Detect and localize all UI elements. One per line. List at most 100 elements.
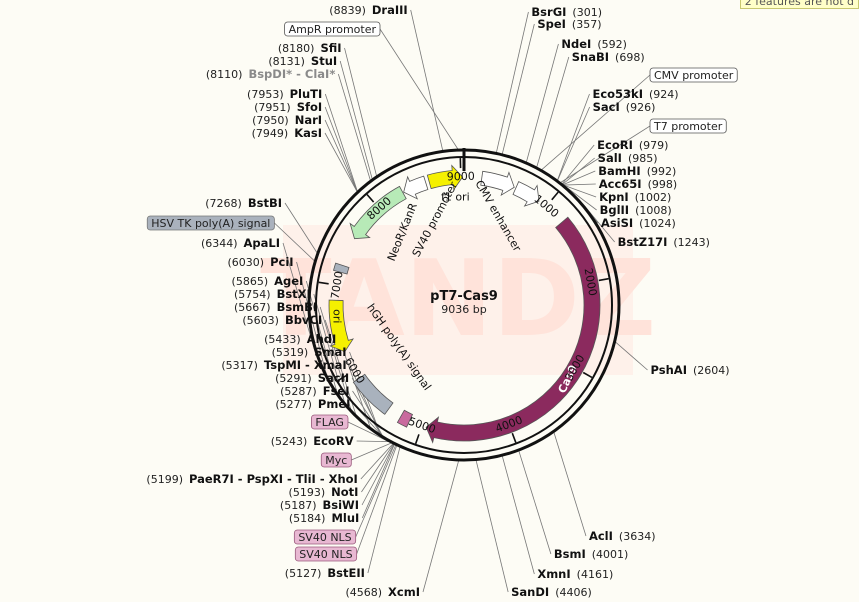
site-name[interactable]: PluTI bbox=[290, 87, 323, 101]
feature-callout-hsv-tk-poly-a-signal[interactable]: HSV TK poly(A) signal bbox=[146, 215, 275, 231]
site-name[interactable]: PshAI bbox=[651, 363, 687, 377]
site-name[interactable]: BspDI* - ClaI* bbox=[248, 67, 335, 81]
site-bsiwi[interactable]: BsiWI (5187) bbox=[280, 498, 359, 512]
site-name[interactable]: AhdI bbox=[307, 332, 337, 346]
site-name[interactable]: BamHI bbox=[598, 164, 640, 178]
feature-cas9[interactable] bbox=[425, 216, 601, 444]
site-pluti[interactable]: PluTI (7953) bbox=[247, 87, 322, 101]
site-bspdi-clai[interactable]: BspDI* - ClaI* (8110) bbox=[206, 67, 335, 81]
site-bsmbi[interactable]: BsmBI (5667) bbox=[234, 300, 317, 314]
site-spei[interactable]: SpeI (357) bbox=[537, 17, 601, 31]
feature-hgh-poly-a-signal[interactable] bbox=[352, 373, 394, 415]
site-smai[interactable]: SmaI (5319) bbox=[272, 345, 347, 359]
site-name[interactable]: SnaBI bbox=[572, 50, 609, 64]
site-name[interactable]: FseI bbox=[323, 384, 350, 398]
feature-callout-flag[interactable]: FLAG bbox=[311, 414, 349, 430]
site-name[interactable]: SfiI bbox=[320, 41, 341, 55]
site-sali[interactable]: SalI (985) bbox=[598, 151, 658, 165]
site-name[interactable]: SmaI bbox=[314, 345, 346, 359]
feature-sv40-promoter[interactable] bbox=[403, 175, 429, 200]
site-name[interactable]: BsrGI bbox=[531, 5, 566, 19]
site-ahdi[interactable]: AhdI (5433) bbox=[264, 332, 336, 346]
site-name[interactable]: SanDI bbox=[511, 585, 549, 599]
site-name[interactable]: BsiWI bbox=[322, 498, 359, 512]
site-kpni[interactable]: KpnI (1002) bbox=[599, 190, 671, 204]
site-name[interactable]: PmeI bbox=[318, 397, 351, 411]
site-name[interactable]: DraIII bbox=[372, 3, 408, 17]
site-bsmi[interactable]: BsmI (4001) bbox=[554, 547, 628, 561]
site-name[interactable]: BstEII bbox=[327, 566, 365, 580]
site-name[interactable]: NarI bbox=[295, 113, 322, 127]
site-bstz17i[interactable]: BstZ17I (1243) bbox=[618, 235, 710, 249]
site-sacii[interactable]: SacII (5291) bbox=[275, 371, 349, 385]
site-stui[interactable]: StuI (8131) bbox=[268, 54, 337, 68]
site-xcmi[interactable]: XcmI (4568) bbox=[345, 585, 420, 599]
site-name[interactable]: BsmI bbox=[554, 547, 586, 561]
site-name[interactable]: StuI bbox=[311, 54, 337, 68]
site-agei[interactable]: AgeI (5865) bbox=[232, 274, 304, 288]
site-sfii[interactable]: SfiI (8180) bbox=[278, 41, 342, 55]
site-name[interactable]: XcmI bbox=[388, 585, 420, 599]
site-name[interactable]: Eco53kI bbox=[592, 87, 643, 101]
site-name[interactable]: BstXI bbox=[277, 287, 311, 301]
site-name[interactable]: BsmBI bbox=[277, 300, 318, 314]
site-name[interactable]: BstZ17I bbox=[618, 235, 668, 249]
feature-callout-myc[interactable]: Myc bbox=[320, 452, 352, 468]
site-ecorv[interactable]: EcoRV (5243) bbox=[271, 434, 354, 448]
site-name[interactable]: BglII bbox=[600, 203, 630, 217]
site-tspmi-xmai[interactable]: TspMI - XmaI (5317) bbox=[221, 358, 346, 372]
feature-callout-cmv-promoter[interactable]: CMV promoter bbox=[649, 67, 738, 83]
site-name[interactable]: TspMI - XmaI bbox=[264, 358, 347, 372]
site-name[interactable]: AclI bbox=[589, 529, 613, 543]
site-name[interactable]: Acc65I bbox=[599, 177, 642, 191]
site-name[interactable]: SalI bbox=[598, 151, 622, 165]
site-bstbi[interactable]: BstBI (7268) bbox=[205, 196, 282, 210]
site-name[interactable]: SfoI bbox=[297, 100, 322, 114]
site-bamhi[interactable]: BamHI (992) bbox=[598, 164, 676, 178]
site-bsrgi[interactable]: BsrGI (301) bbox=[531, 5, 602, 19]
feature-cmv-enhancer[interactable] bbox=[480, 170, 515, 197]
feature-cmv-promoter[interactable] bbox=[512, 181, 540, 207]
site-xmni[interactable]: XmnI (4161) bbox=[537, 567, 613, 581]
feature-hsv-tk-poly-a-signal[interactable] bbox=[333, 262, 350, 275]
site-eco53ki[interactable]: Eco53kI (924) bbox=[592, 87, 678, 101]
site-name[interactable]: PciI bbox=[270, 255, 293, 269]
site-paer7i-pspxi-tlii-xhoi[interactable]: PaeR7I - PspXI - TliI - XhoI (5199) bbox=[146, 472, 357, 486]
site-bglii[interactable]: BglII (1008) bbox=[600, 203, 672, 217]
site-sfoi[interactable]: SfoI (7951) bbox=[254, 100, 322, 114]
site-mlui[interactable]: MluI (5184) bbox=[289, 511, 359, 525]
site-acli[interactable]: AclI (3634) bbox=[589, 529, 656, 543]
hidden-features-notice[interactable]: 2 features are not d bbox=[739, 0, 859, 9]
site-bstxi[interactable]: BstXI (5754) bbox=[234, 287, 311, 301]
feature-f1-ori[interactable] bbox=[426, 164, 464, 191]
site-name[interactable]: XmnI bbox=[537, 567, 570, 581]
site-name[interactable]: AgeI bbox=[274, 274, 303, 288]
feature-callout-sv40-nls[interactable]: SV40 NLS bbox=[294, 546, 358, 562]
site-pmei[interactable]: PmeI (5277) bbox=[275, 397, 350, 411]
site-pshai[interactable]: PshAI (2604) bbox=[651, 363, 730, 377]
site-name[interactable]: NotI bbox=[331, 485, 358, 499]
site-acc65i[interactable]: Acc65I (998) bbox=[599, 177, 677, 191]
site-name[interactable]: EcoRV bbox=[313, 434, 353, 448]
site-name[interactable]: BbvCI bbox=[285, 313, 322, 327]
feature-callout-ampr-promoter[interactable]: AmpR promoter bbox=[284, 21, 381, 37]
site-ecori[interactable]: EcoRI (979) bbox=[597, 138, 668, 152]
site-name[interactable]: SacII bbox=[318, 371, 349, 385]
site-name[interactable]: SpeI bbox=[537, 17, 566, 31]
site-name[interactable]: SacI bbox=[593, 100, 620, 114]
site-name[interactable]: NdeI bbox=[561, 37, 591, 51]
site-nari[interactable]: NarI (7950) bbox=[252, 113, 322, 127]
site-name[interactable]: ApaLI bbox=[244, 236, 281, 250]
site-name[interactable]: MluI bbox=[331, 511, 359, 525]
site-pcii[interactable]: PciI (6030) bbox=[228, 255, 294, 269]
site-ndei[interactable]: NdeI (592) bbox=[561, 37, 627, 51]
site-draiii[interactable]: DraIII (8839) bbox=[329, 3, 407, 17]
site-noti[interactable]: NotI (5193) bbox=[289, 485, 359, 499]
site-name[interactable]: BstBI bbox=[248, 196, 282, 210]
site-bbvci[interactable]: BbvCI (5603) bbox=[242, 313, 322, 327]
feature-tags[interactable] bbox=[396, 409, 414, 428]
site-apali[interactable]: ApaLI (6344) bbox=[201, 236, 280, 250]
site-kasi[interactable]: KasI (7949) bbox=[252, 126, 322, 140]
feature-callout-t7-promoter[interactable]: T7 promoter bbox=[649, 118, 727, 134]
site-bsteii[interactable]: BstEII (5127) bbox=[285, 566, 365, 580]
